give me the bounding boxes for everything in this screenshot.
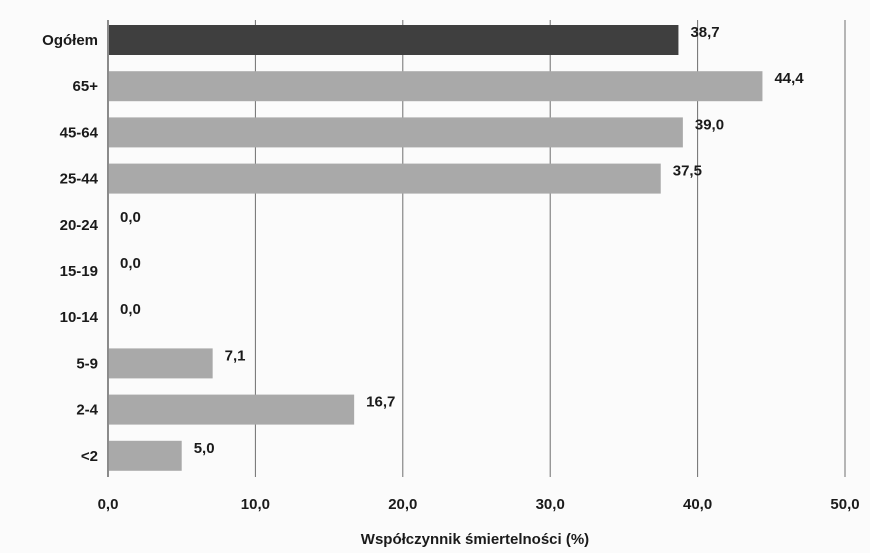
x-tick-label: 0,0 (98, 496, 119, 513)
value-label: 38,7 (690, 24, 719, 41)
bar (109, 394, 355, 425)
category-label: 20-24 (60, 217, 99, 234)
value-label: 5,0 (194, 440, 215, 457)
value-label: 37,5 (673, 163, 702, 180)
x-axis-ticks: 0,0 10,0 20,0 30,0 40,0 50,0 (98, 496, 860, 513)
category-label: 2-4 (76, 402, 98, 419)
x-axis-title: Współczynnik śmiertelności (%) (361, 531, 589, 548)
bar-layer (109, 25, 763, 471)
category-label: 10-14 (60, 309, 99, 326)
bar (109, 71, 763, 102)
category-label: 65+ (73, 78, 99, 95)
value-label: 0,0 (120, 255, 141, 272)
value-label: 16,7 (366, 394, 395, 411)
value-label: 44,4 (774, 70, 804, 87)
x-tick-label: 50,0 (830, 496, 859, 513)
value-label: 39,0 (695, 116, 724, 133)
bar (109, 117, 683, 148)
bar (109, 440, 182, 471)
bar (109, 163, 661, 194)
category-label: Ogółem (42, 32, 98, 49)
category-label: 5-9 (76, 355, 98, 372)
x-tick-label: 30,0 (536, 496, 565, 513)
bar (109, 25, 679, 55)
value-label: 0,0 (120, 301, 141, 318)
category-label: <2 (81, 448, 98, 465)
label-layer: Ogółem 38,7 65+ 44,4 45-64 39,0 25-44 37,5 20-24… (42, 24, 804, 465)
category-label: 15-19 (60, 263, 98, 280)
category-label: 25-44 (60, 171, 99, 188)
category-label: 45-64 (60, 124, 99, 141)
value-label: 0,0 (120, 209, 141, 226)
value-label: 7,1 (225, 347, 246, 364)
x-tick-label: 40,0 (683, 496, 712, 513)
x-tick-label: 10,0 (241, 496, 270, 513)
bar (109, 348, 213, 379)
x-tick-label: 20,0 (388, 496, 417, 513)
